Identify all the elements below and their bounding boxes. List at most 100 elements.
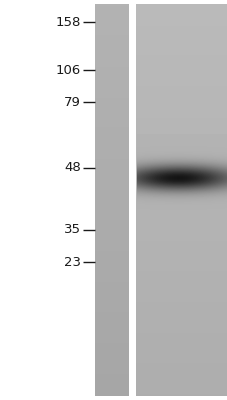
Bar (94, 339, 128, 341)
Bar (135, 116, 227, 118)
Bar (94, 159, 128, 161)
Bar (135, 394, 227, 396)
Bar (135, 184, 227, 186)
Bar (94, 335, 128, 337)
Bar (94, 10, 128, 12)
Bar (135, 120, 227, 122)
Bar (135, 186, 227, 188)
Bar (135, 365, 227, 366)
Bar (135, 169, 227, 170)
Bar (135, 233, 227, 235)
Bar (94, 28, 128, 30)
Bar (135, 353, 227, 355)
Bar (94, 231, 128, 233)
Bar (135, 359, 227, 361)
Bar (135, 84, 227, 86)
Bar (94, 394, 128, 396)
Bar (135, 165, 227, 167)
Bar (94, 349, 128, 351)
Bar (94, 153, 128, 155)
Bar (135, 298, 227, 300)
Bar (94, 149, 128, 151)
Bar (135, 322, 227, 324)
Bar (135, 306, 227, 308)
Bar (135, 143, 227, 145)
Bar (135, 149, 227, 151)
Bar (135, 200, 227, 202)
Bar (135, 296, 227, 298)
Bar (94, 86, 128, 88)
Bar (135, 147, 227, 149)
Bar (135, 355, 227, 357)
Bar (94, 329, 128, 331)
Bar (135, 269, 227, 270)
Bar (94, 96, 128, 98)
Bar (94, 320, 128, 322)
Bar (94, 376, 128, 378)
Bar (94, 12, 128, 14)
Bar (135, 6, 227, 8)
Bar (94, 208, 128, 210)
Bar (135, 267, 227, 269)
Bar (135, 106, 227, 108)
Bar (94, 353, 128, 355)
Bar (94, 226, 128, 228)
Bar (94, 239, 128, 241)
Bar (94, 212, 128, 214)
Bar (94, 184, 128, 186)
Bar (94, 98, 128, 100)
Bar (135, 343, 227, 345)
Bar (94, 333, 128, 335)
Bar (94, 155, 128, 157)
Bar (94, 22, 128, 24)
Bar (135, 265, 227, 267)
Bar (94, 247, 128, 249)
Bar (135, 35, 227, 37)
Bar (94, 74, 128, 76)
Bar (135, 310, 227, 312)
Bar (135, 331, 227, 333)
Bar (135, 216, 227, 218)
Bar (135, 378, 227, 380)
Bar (94, 386, 128, 388)
Bar (135, 128, 227, 130)
Bar (135, 251, 227, 253)
Bar (94, 253, 128, 255)
Bar (94, 71, 128, 73)
Bar (135, 141, 227, 143)
Bar (135, 78, 227, 80)
Bar (94, 53, 128, 55)
Bar (94, 316, 128, 318)
Bar (94, 43, 128, 45)
Bar (94, 357, 128, 359)
Bar (94, 259, 128, 261)
Bar (135, 300, 227, 302)
Bar (94, 282, 128, 284)
Bar (135, 104, 227, 106)
Bar (94, 306, 128, 308)
Bar (94, 124, 128, 126)
Bar (135, 118, 227, 120)
Bar (135, 206, 227, 208)
Bar (135, 243, 227, 245)
Bar (135, 92, 227, 94)
Bar (94, 106, 128, 108)
Bar (94, 192, 128, 194)
Bar (135, 24, 227, 26)
Bar (94, 47, 128, 49)
Bar (94, 88, 128, 90)
Bar (135, 88, 227, 90)
Bar (135, 28, 227, 30)
Bar (94, 59, 128, 61)
Bar (94, 368, 128, 370)
Bar (94, 151, 128, 153)
Bar (135, 339, 227, 341)
Bar (94, 222, 128, 224)
Bar (94, 274, 128, 276)
Bar (135, 65, 227, 67)
Bar (94, 128, 128, 130)
Bar (135, 276, 227, 278)
Bar (94, 130, 128, 131)
Bar (135, 86, 227, 88)
Bar (135, 161, 227, 163)
